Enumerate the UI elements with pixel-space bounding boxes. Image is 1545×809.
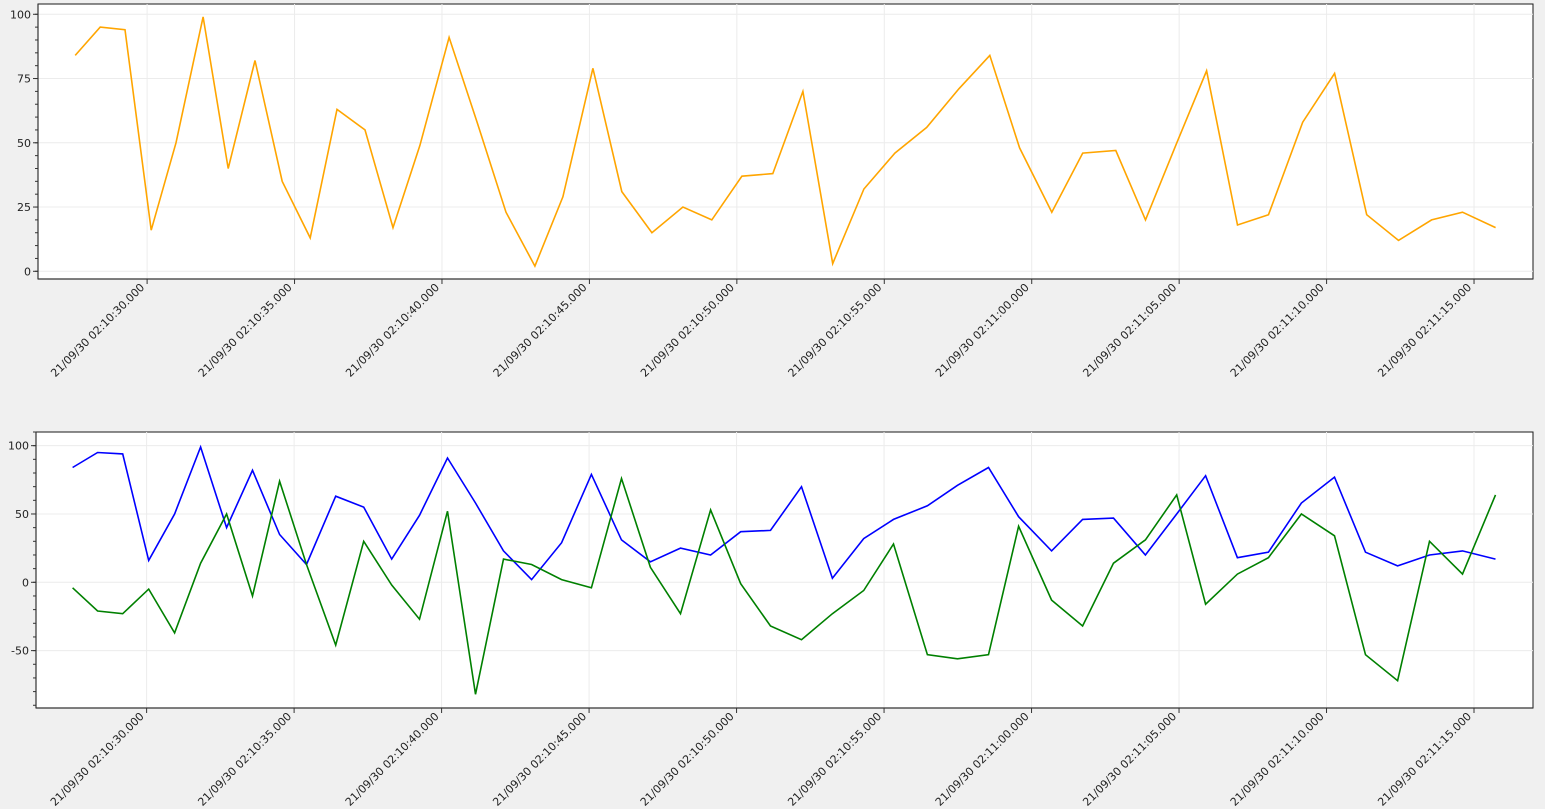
series-line-1 [74,16,1496,268]
x-tick-label: 21/09/30 02:11:10.000 [1228,281,1327,380]
y-axis: -50 0 50 100 [8,431,37,708]
gridlines [36,432,1533,708]
y-tick-label: 100 [8,440,29,453]
x-tick-label: 21/09/30 02:10:30.000 [48,710,147,809]
x-axis: 21/09/30 02:10:30.000 21/09/30 02:10:35.0… [38,278,1533,380]
x-tick-label: 21/09/30 02:10:55.000 [785,710,884,809]
y-tick-label: 0 [22,576,29,589]
series-line-2 [72,475,1497,695]
plot-area [35,431,1534,709]
x-tick-label: 21/09/30 02:10:55.000 [786,281,885,380]
plot-area [37,3,1534,280]
x-tick-label: 21/09/30 02:10:40.000 [343,710,442,809]
x-tick-label: 21/09/30 02:11:15.000 [1375,710,1474,809]
x-tick-label: 21/09/30 02:11:05.000 [1080,281,1179,380]
y-tick-label: 50 [17,137,31,150]
x-tick-label: 21/09/30 02:10:45.000 [491,281,590,380]
x-axis: 21/09/30 02:10:30.000 21/09/30 02:10:35.0… [36,707,1533,809]
x-tick-label: 21/09/30 02:11:10.000 [1228,710,1327,809]
x-tick-label: 21/09/30 02:10:50.000 [638,281,737,380]
gridlines [38,4,1533,279]
x-tick-label: 21/09/30 02:10:50.000 [638,710,737,809]
y-tick-label: -50 [11,645,29,658]
series-line-1 [72,444,1496,581]
x-tick-label: 21/09/30 02:10:45.000 [490,710,589,809]
x-tick-label: 21/09/30 02:10:30.000 [48,281,147,380]
x-tick-label: 21/09/30 02:11:00.000 [933,281,1032,380]
x-tick-label: 21/09/30 02:10:35.000 [195,710,294,809]
y-tick-label: 50 [15,508,29,521]
y-tick-label: 75 [17,73,31,86]
y-axis: 0 25 50 75 100 [10,4,39,279]
x-tick-label: 21/09/30 02:10:40.000 [343,281,442,380]
x-tick-label: 21/09/30 02:10:35.000 [196,281,295,380]
y-tick-label: 0 [24,265,31,278]
x-tick-label: 21/09/30 02:11:00.000 [933,710,1032,809]
y-tick-label: 25 [17,201,31,214]
y-tick-label: 100 [10,8,31,21]
x-tick-label: 21/09/30 02:11:15.000 [1375,281,1474,380]
x-tick-label: 21/09/30 02:11:05.000 [1080,710,1179,809]
